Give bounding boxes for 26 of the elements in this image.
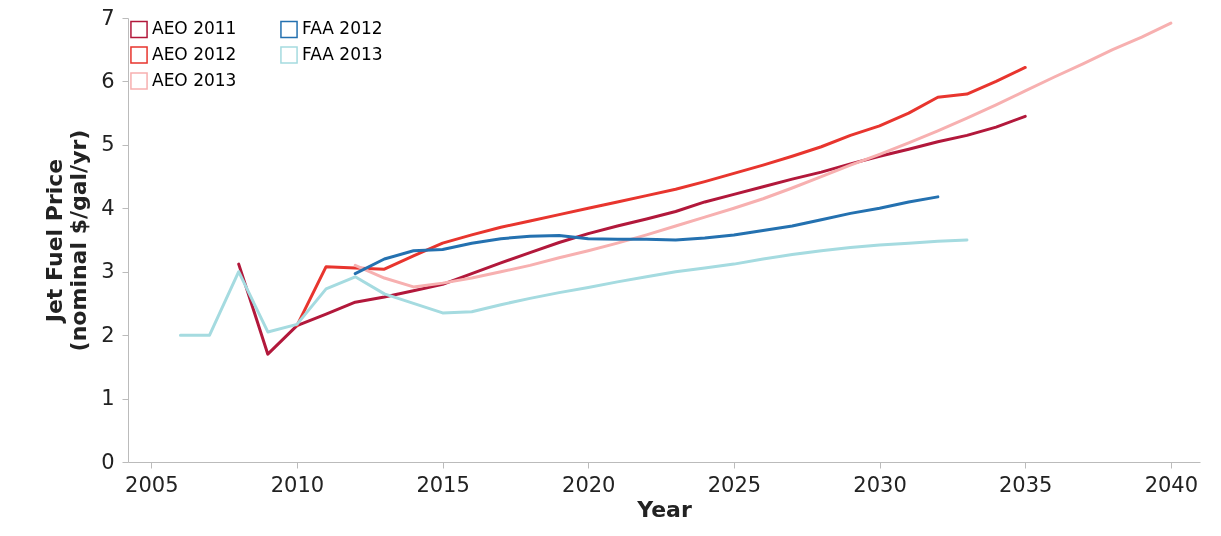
line-series [178,238,969,337]
x-tick-label: 2010 [270,472,325,497]
x-axis-title: Year [636,496,692,522]
line-series [353,195,940,276]
x-tick-label: 2015 [416,472,470,497]
legend-label: FAA 2012 [302,18,383,39]
y-tick-label: 3 [101,259,115,284]
legend-label: FAA 2013 [302,44,383,64]
x-tick-label: 2035 [998,472,1053,497]
line-series [295,65,1027,328]
y-tick-label: 6 [101,68,115,93]
legend-label: AEO 2012 [152,44,237,64]
x-tick-label: 2030 [853,472,907,497]
y-tick-label: 0 [101,449,115,474]
x-tick-label: 2025 [707,472,762,497]
x-tick-label: 2020 [562,472,616,497]
legend-label: AEO 2013 [152,70,237,90]
y-tick-label: 7 [101,5,115,30]
y-tick-label: 5 [101,132,115,157]
x-tick-label: 2005 [125,472,179,497]
x-tick-label: 2040 [1144,472,1199,497]
y-tick-label: 2 [101,322,115,347]
legend-label: AEO 2011 [152,18,237,39]
y-tick-label: 4 [101,195,115,220]
y-axis-title: Jet Fuel Price (nominal $/gal/yr) [42,129,92,352]
y-tick-label: 1 [101,386,115,411]
